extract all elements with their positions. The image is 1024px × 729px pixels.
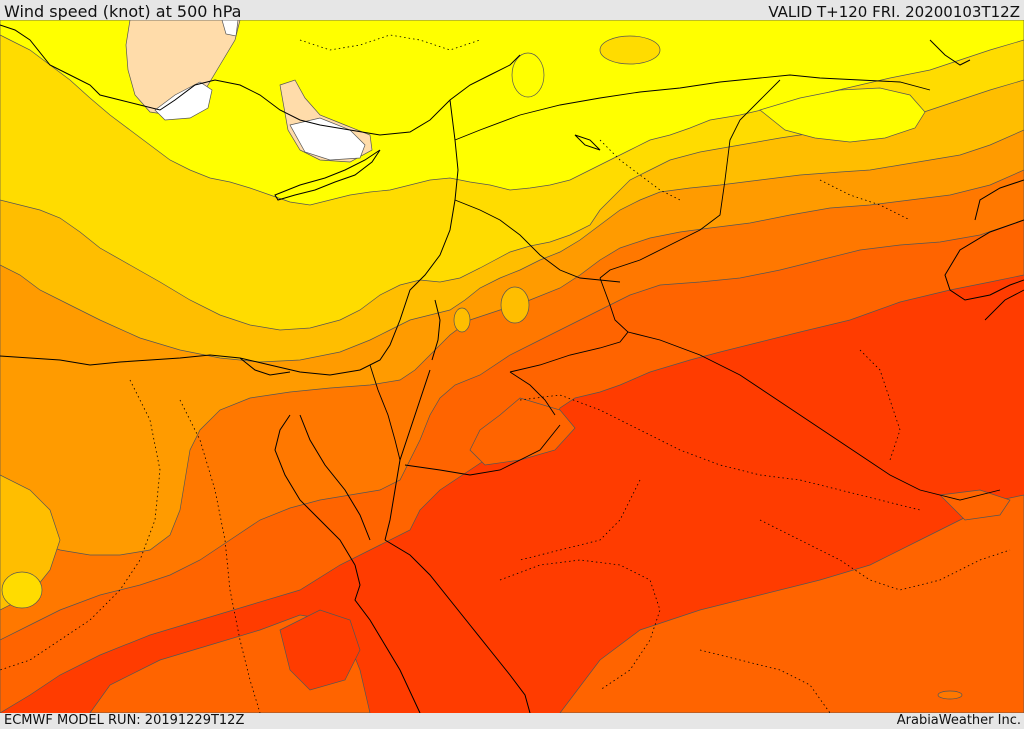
map-title: Wind speed (knot) at 500 hPa xyxy=(4,2,242,21)
internal-borders xyxy=(0,34,1011,713)
borders xyxy=(369,74,1024,501)
calm-patch-2 xyxy=(289,117,366,161)
band-2-patch-ne xyxy=(759,87,926,143)
credit: ArabiaWeather Inc. xyxy=(896,713,1021,728)
coastlines xyxy=(0,24,1024,713)
valid-time: VALID T+120 FRI. 20200103T12Z xyxy=(768,3,1020,21)
model-run: ECMWF MODEL RUN: 20191229T12Z xyxy=(4,713,245,728)
contour-blobs xyxy=(1,35,1011,700)
calm-patch-3 xyxy=(221,20,239,37)
map-header: Wind speed (knot) at 500 hPa VALID T+120… xyxy=(0,0,1024,21)
band-7-patch-se xyxy=(559,494,1024,713)
wind-speed-map xyxy=(0,20,1024,713)
calm-patch-1 xyxy=(154,81,213,121)
map-canvas xyxy=(0,20,1024,713)
map-footer: ECMWF MODEL RUN: 20191229T12Z ArabiaWeat… xyxy=(0,713,1024,729)
